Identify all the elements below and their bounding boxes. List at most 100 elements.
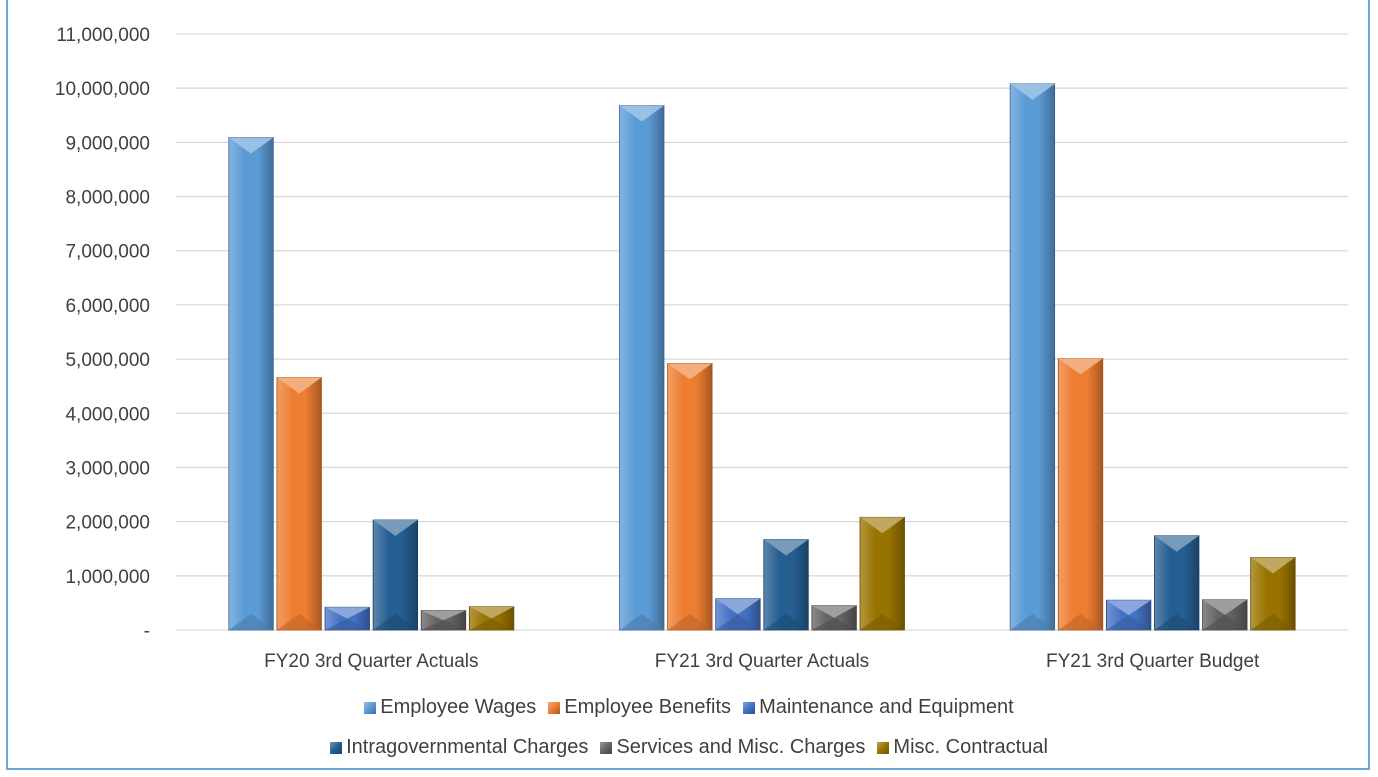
bar: [372, 519, 419, 631]
y-tick-label: 8,000,000: [65, 188, 150, 209]
y-tick-label: 10,000,000: [55, 79, 150, 100]
bar-bevel-bottom: [1058, 614, 1103, 630]
bar: [276, 377, 322, 631]
bar: [619, 105, 665, 631]
bar-bevel-top: [373, 520, 418, 537]
bar-bevel-bottom: [373, 614, 418, 630]
legend-swatch: [548, 701, 561, 714]
bar-body: [1009, 83, 1056, 631]
x-axis-categories: FY20 3rd Quarter Actuals FY21 3rd Quarter…: [264, 651, 1260, 672]
legend-swatch: [600, 741, 613, 754]
bar-bevel-top: [276, 377, 322, 394]
legend-item: Intragovernmental Charges: [330, 736, 588, 759]
bar: [1154, 535, 1200, 631]
bar-bevel-bottom: [811, 617, 857, 630]
bar-bevel-top: [228, 137, 274, 154]
bar-body: [228, 137, 274, 631]
bar-bevel-bottom: [276, 614, 322, 630]
bar-bevel-top: [619, 105, 664, 122]
bar-bevel-top: [763, 539, 809, 556]
bar-body: [859, 516, 905, 631]
bar-bevel-top: [1202, 599, 1248, 615]
y-tick-label: -: [144, 621, 150, 642]
bar: [1057, 358, 1104, 631]
bar: [763, 539, 809, 631]
legend-label: Intragovernmental Charges: [346, 736, 589, 758]
x-category-label: FY21 3rd Quarter Budget: [1046, 651, 1260, 672]
bar-chart: - 1,000,000 2,000,000 3,000,000 4,000,000 5,0…: [55, 25, 1348, 672]
bars: [228, 83, 1296, 631]
y-tick-label: 11,000,000: [56, 25, 150, 46]
bar-bevel-bottom: [421, 620, 466, 630]
bar: [1105, 599, 1152, 631]
chart-frame: [6, 0, 1370, 770]
legend-row: Employee Wages Employee Benefits Maintenan…: [0, 696, 1378, 719]
bar-bevel-bottom: [667, 614, 713, 630]
bar-bevel-bottom: [1010, 614, 1055, 630]
bar-body: [619, 105, 665, 631]
legend-swatch: [364, 701, 377, 714]
bar-bevel-bottom: [1154, 614, 1199, 630]
bar: [324, 606, 370, 631]
bar-body: [372, 519, 419, 631]
bar-body: [667, 363, 713, 631]
bar-bevel-top: [715, 598, 761, 615]
legend-label: Maintenance and Equipment: [759, 696, 1014, 718]
bar-bevel-bottom: [469, 618, 514, 630]
bar-bevel-top: [811, 605, 857, 618]
bar-bevel-bottom: [715, 614, 761, 630]
legend-swatch: [877, 741, 890, 754]
bar-bevel-top: [1250, 557, 1296, 574]
y-tick-label: 2,000,000: [65, 513, 150, 534]
legend-item: Employee Benefits: [548, 696, 731, 719]
bar-bevel-bottom: [1202, 614, 1248, 630]
legend-swatch: [743, 701, 756, 714]
y-tick-label: 7,000,000: [65, 242, 150, 263]
legend-row: Intragovernmental Charges Services and Mi…: [0, 736, 1378, 759]
legend-swatch: [330, 741, 343, 754]
x-category-label: FY20 3rd Quarter Actuals: [264, 651, 478, 672]
bar-body: [276, 377, 322, 631]
bar: [228, 137, 274, 631]
bar-bevel-top: [860, 517, 905, 534]
bar-bevel-bottom: [1250, 614, 1296, 630]
bar: [811, 605, 857, 631]
bar-bevel-top: [1058, 358, 1103, 375]
y-tick-label: 9,000,000: [65, 133, 150, 154]
bar: [468, 606, 515, 631]
legend-label: Employee Wages: [380, 696, 537, 718]
y-tick-label: 3,000,000: [65, 458, 150, 479]
bar: [1202, 599, 1248, 631]
gridlines: [176, 33, 1348, 631]
bar-bevel-top: [469, 606, 514, 619]
y-tick-label: 1,000,000: [65, 567, 150, 588]
bar: [1009, 83, 1056, 631]
bar: [420, 610, 467, 631]
bar-bevel-bottom: [619, 614, 664, 630]
bar-bevel-bottom: [763, 614, 809, 630]
bar-bevel-bottom: [860, 614, 905, 630]
bar-bevel-top: [325, 607, 370, 619]
bar: [715, 598, 761, 631]
y-tick-label: 6,000,000: [65, 296, 150, 317]
bar-bevel-top: [667, 363, 713, 380]
bar-body: [1057, 358, 1104, 631]
legend-item: Employee Wages: [364, 696, 536, 719]
legend-item: Services and Misc. Charges: [600, 736, 865, 759]
y-tick-label: 4,000,000: [65, 404, 150, 425]
bar: [1250, 556, 1296, 631]
bar-bevel-top: [421, 610, 466, 621]
y-axis-ticks: - 1,000,000 2,000,000 3,000,000 4,000,000 5,0…: [55, 25, 150, 642]
legend-label: Misc. Contractual: [893, 736, 1048, 758]
legend-item: Maintenance and Equipment: [743, 696, 1014, 719]
legend-label: Services and Misc. Charges: [616, 736, 866, 758]
legend-item: Misc. Contractual: [877, 736, 1048, 759]
bar-bevel-bottom: [325, 618, 370, 630]
bar-bevel-top: [1154, 535, 1199, 552]
x-category-label: FY21 3rd Quarter Actuals: [655, 651, 869, 672]
bar-bevel-top: [1010, 83, 1055, 100]
bar-bevel-top: [1106, 600, 1151, 616]
y-tick-label: 5,000,000: [65, 350, 150, 371]
bar: [667, 363, 713, 631]
bar-bevel-bottom: [228, 614, 274, 630]
